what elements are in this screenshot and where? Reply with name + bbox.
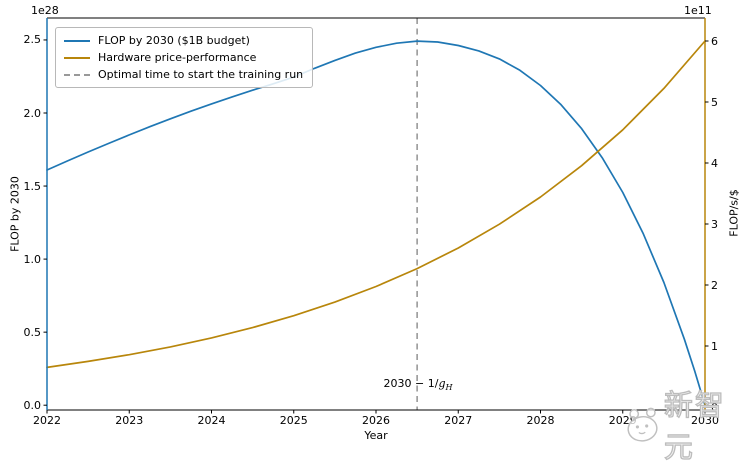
legend-line-sample-dashed <box>64 73 90 76</box>
x-tick-label: 2026 <box>362 414 390 427</box>
right-y-tick-label: 3 <box>711 217 718 231</box>
x-tick-label: 2030 <box>691 414 719 427</box>
right-axis-offset-label: 1e11 <box>684 4 712 17</box>
legend-item-flop: FLOP by 2030 ($1B budget) <box>64 34 303 47</box>
left-y-tick-label: 0.0 <box>23 398 42 412</box>
x-tick-label: 2025 <box>279 414 308 427</box>
left-y-tick-label: 2.0 <box>23 106 42 120</box>
series-line-hardware <box>46 40 706 369</box>
legend-item-optimal-time: Optimal time to start the training run <box>64 68 303 81</box>
left-y-axis-label: FLOP by 2030 <box>8 176 22 252</box>
legend-label: FLOP by 2030 ($1B budget) <box>98 34 250 47</box>
x-tick-label: 2024 <box>197 414 226 427</box>
legend-label: Optimal time to start the training run <box>98 68 304 81</box>
x-axis-label: Year <box>364 429 388 442</box>
right-y-tick-label: 2 <box>711 278 718 292</box>
x-tick-label: 2028 <box>526 414 555 427</box>
chart-canvas <box>43 17 709 414</box>
vline-annotation: 2030 − 1/gH <box>384 377 453 392</box>
legend-line-sample-blue <box>64 39 90 42</box>
x-tick-label: 2029 <box>608 414 637 427</box>
left-y-tick-label: 2.5 <box>23 33 42 47</box>
x-tick-label: 2023 <box>115 414 144 427</box>
right-y-tick-label: 4 <box>711 156 718 170</box>
legend-item-hardware: Hardware price-performance <box>64 51 303 64</box>
right-y-tick-label: 5 <box>711 95 718 109</box>
right-y-axis-label: FLOP/s/$ <box>727 189 741 237</box>
series-line-flop <box>46 40 706 407</box>
left-axis-offset-label: 1e28 <box>31 4 59 17</box>
x-tick-label: 2027 <box>444 414 473 427</box>
vline-annotation-prefix: 2030 − 1/ <box>383 377 439 390</box>
vline-annotation-variable: g <box>438 377 446 390</box>
vline-annotation-subscript: H <box>445 383 453 393</box>
legend-label: Hardware price-performance <box>98 51 257 64</box>
right-y-tick-label: 0 <box>711 400 718 414</box>
left-y-tick-label: 1.5 <box>23 179 42 193</box>
legend-line-sample-gold <box>64 56 90 59</box>
x-tick-label: 2022 <box>33 414 61 427</box>
right-y-tick-label: 1 <box>711 339 718 353</box>
legend: FLOP by 2030 ($1B budget) Hardware price… <box>55 27 314 88</box>
left-y-tick-label: 0.5 <box>23 325 42 339</box>
right-y-tick-label: 6 <box>711 34 718 48</box>
left-y-tick-label: 1.0 <box>23 252 42 266</box>
figure: 2022 2023 2024 2025 2026 2027 2028 2029 2030 0.0 0… <box>8 4 741 465</box>
